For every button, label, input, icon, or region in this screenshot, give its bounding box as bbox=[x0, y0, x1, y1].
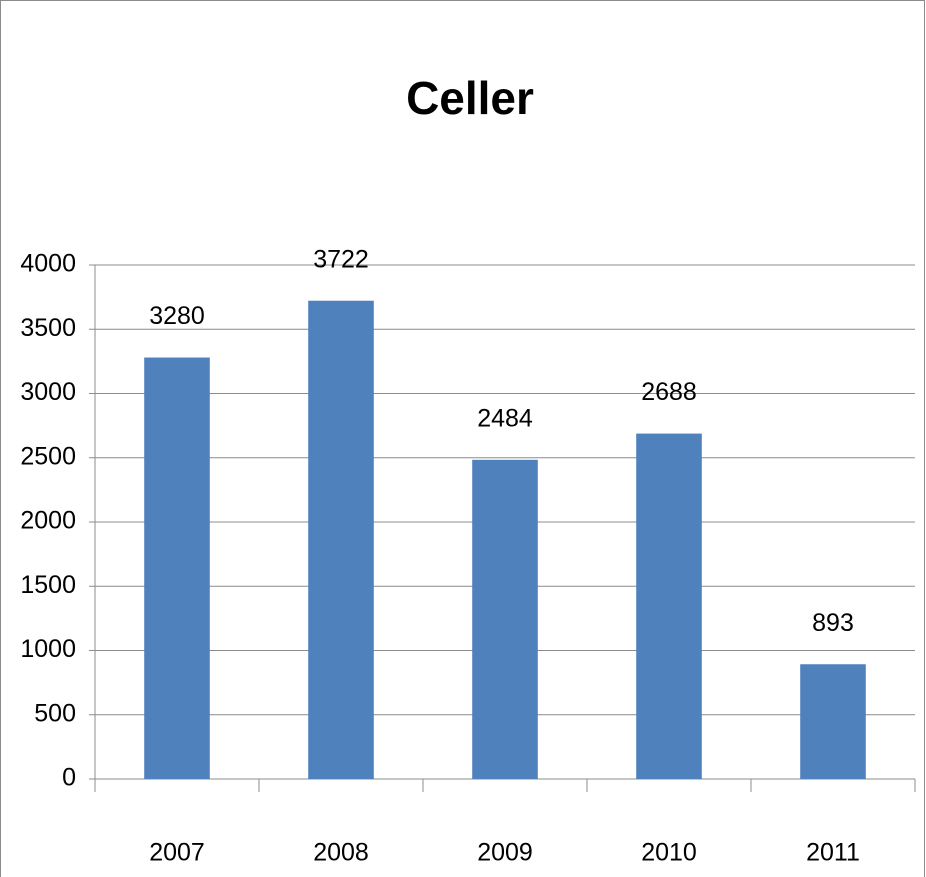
x-tick-label: 2008 bbox=[313, 839, 369, 867]
x-tick-label: 2010 bbox=[641, 839, 697, 867]
bar bbox=[800, 664, 866, 779]
bar bbox=[308, 300, 374, 779]
y-tick-label: 0 bbox=[62, 764, 76, 792]
data-label: 3722 bbox=[313, 245, 369, 273]
y-tick-label: 1500 bbox=[20, 571, 76, 599]
y-tick-label: 3000 bbox=[20, 378, 76, 406]
chart-title: Celler bbox=[406, 72, 534, 124]
bar bbox=[144, 357, 210, 779]
data-label: 2484 bbox=[477, 404, 533, 432]
y-tick-label: 3500 bbox=[20, 314, 76, 342]
y-tick-label: 4000 bbox=[20, 250, 76, 278]
y-tick-label: 2000 bbox=[20, 507, 76, 535]
data-label: 2688 bbox=[641, 378, 697, 406]
x-tick-label: 2011 bbox=[806, 839, 860, 867]
x-tick-label: 2007 bbox=[149, 839, 205, 867]
y-tick-label: 2500 bbox=[20, 442, 76, 470]
bar bbox=[636, 433, 702, 779]
y-tick-label: 500 bbox=[34, 699, 76, 727]
x-tick-label: 2009 bbox=[477, 839, 533, 867]
bar bbox=[472, 459, 538, 779]
data-label: 3280 bbox=[149, 302, 205, 330]
data-label: 893 bbox=[812, 609, 854, 637]
y-tick-label: 1000 bbox=[20, 635, 76, 663]
